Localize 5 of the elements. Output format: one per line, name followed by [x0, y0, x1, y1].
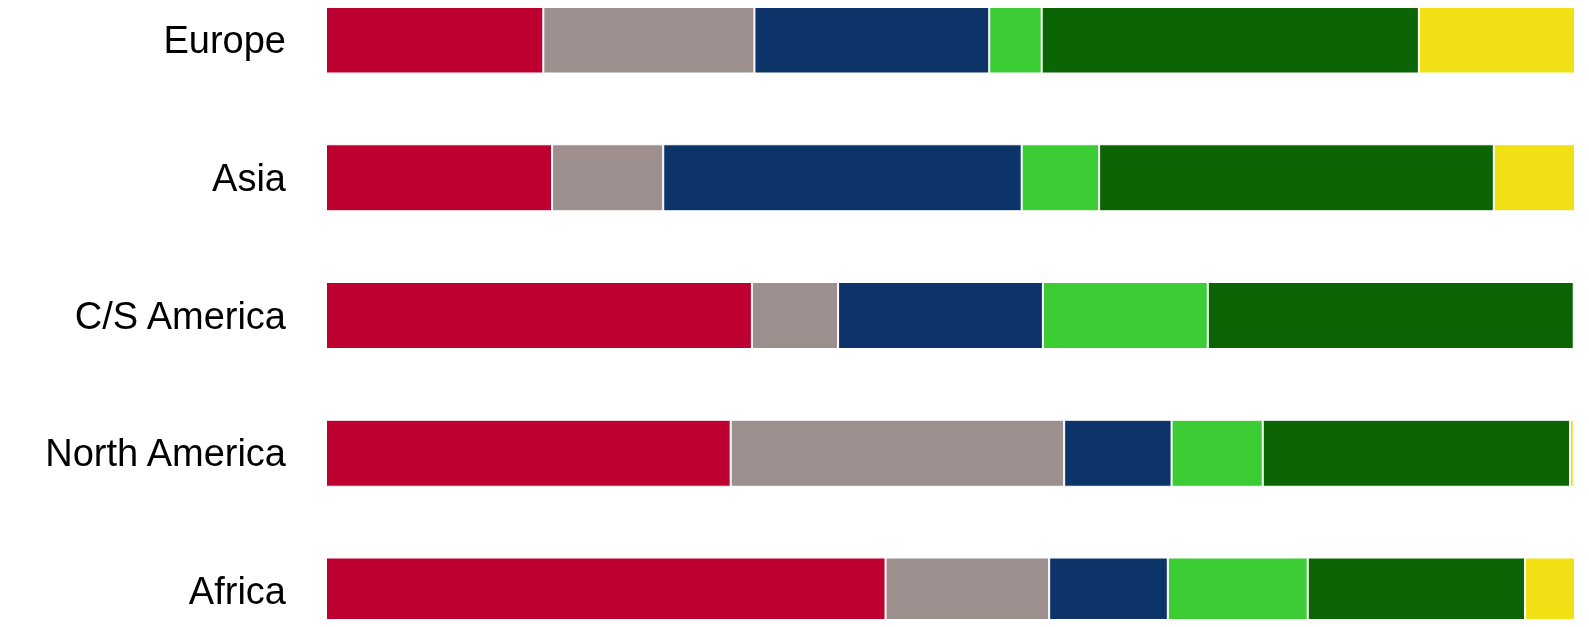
- y-tick-label: C/S America: [74, 294, 287, 337]
- y-tick-label: Asia: [212, 156, 287, 199]
- y-tick-label: North America: [45, 432, 287, 475]
- y-tick-label: Europe: [163, 19, 286, 61]
- y-tick-label: Africa: [188, 570, 287, 612]
